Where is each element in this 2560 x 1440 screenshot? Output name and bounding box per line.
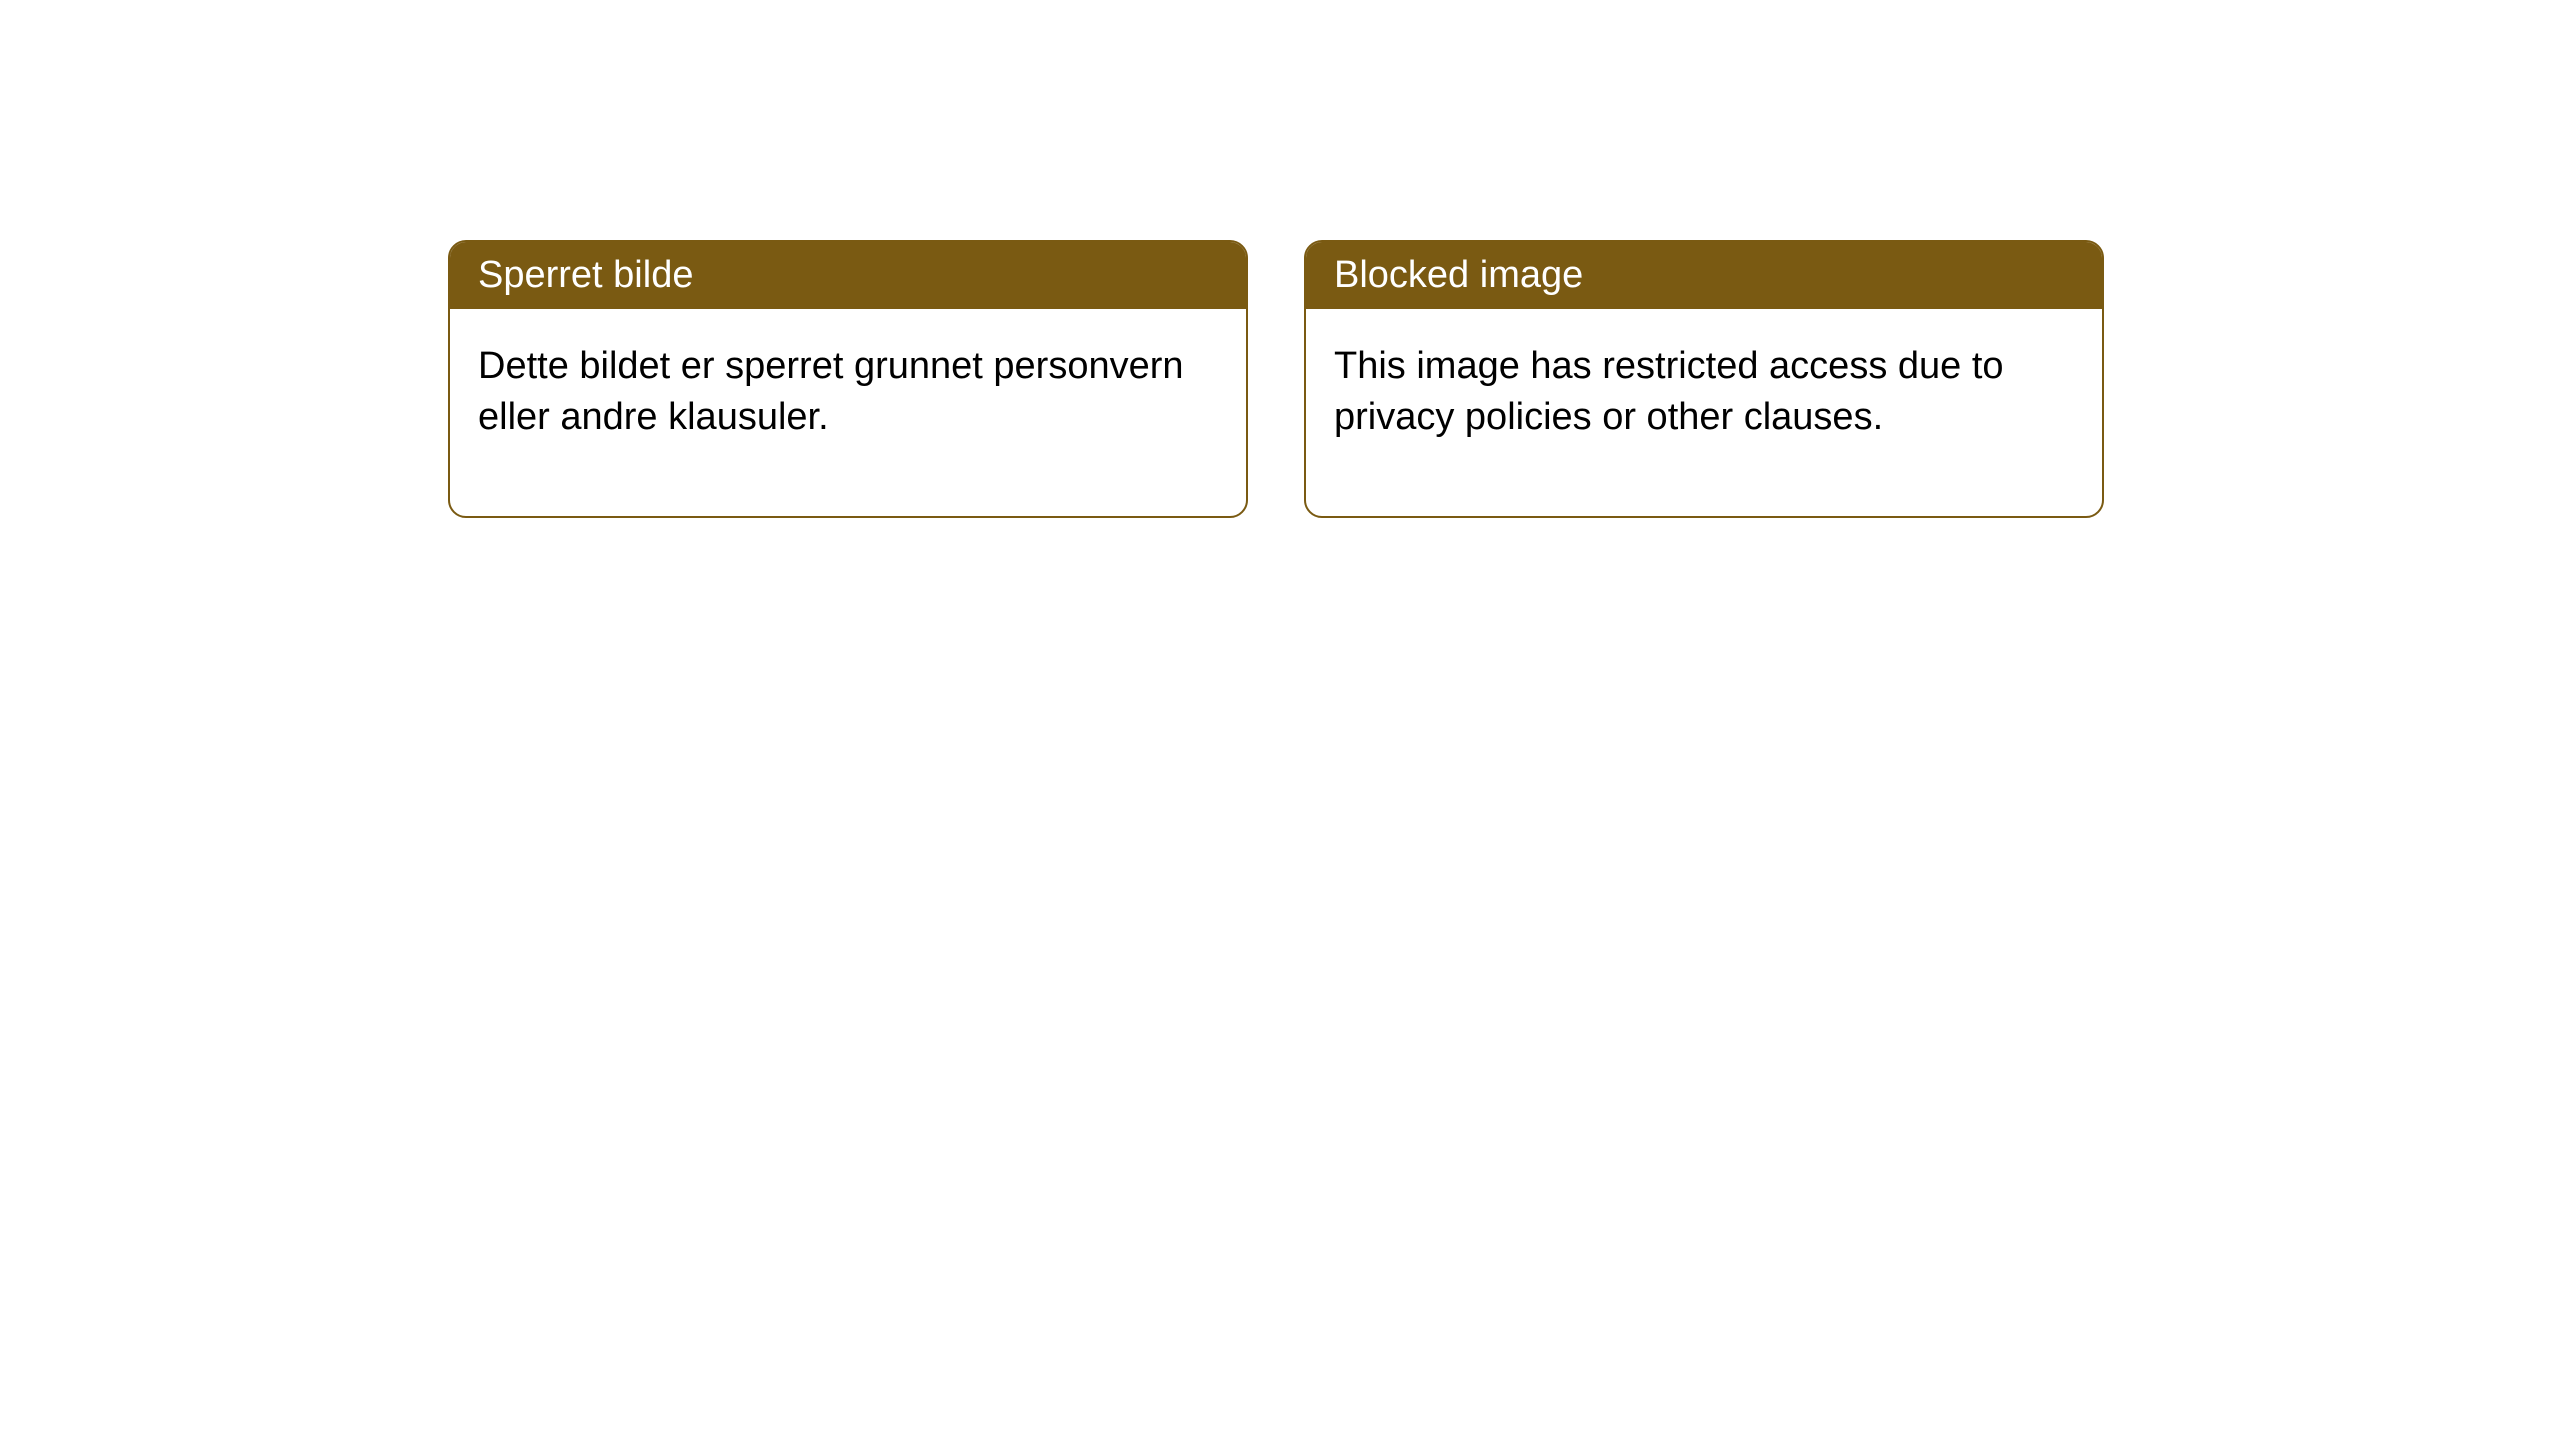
card-header-title: Blocked image — [1334, 254, 1583, 296]
card-body: Dette bildet er sperret grunnet personve… — [450, 309, 1246, 516]
notice-cards-container: Sperret bilde Dette bildet er sperret gr… — [448, 240, 2104, 518]
card-body-text: Dette bildet er sperret grunnet personve… — [478, 345, 1184, 438]
card-header-title: Sperret bilde — [478, 254, 693, 296]
card-body-text: This image has restricted access due to … — [1334, 345, 2004, 438]
card-header: Sperret bilde — [450, 242, 1246, 309]
card-header: Blocked image — [1306, 242, 2102, 309]
notice-card-english: Blocked image This image has restricted … — [1304, 240, 2104, 518]
notice-card-norwegian: Sperret bilde Dette bildet er sperret gr… — [448, 240, 1248, 518]
card-body: This image has restricted access due to … — [1306, 309, 2102, 516]
